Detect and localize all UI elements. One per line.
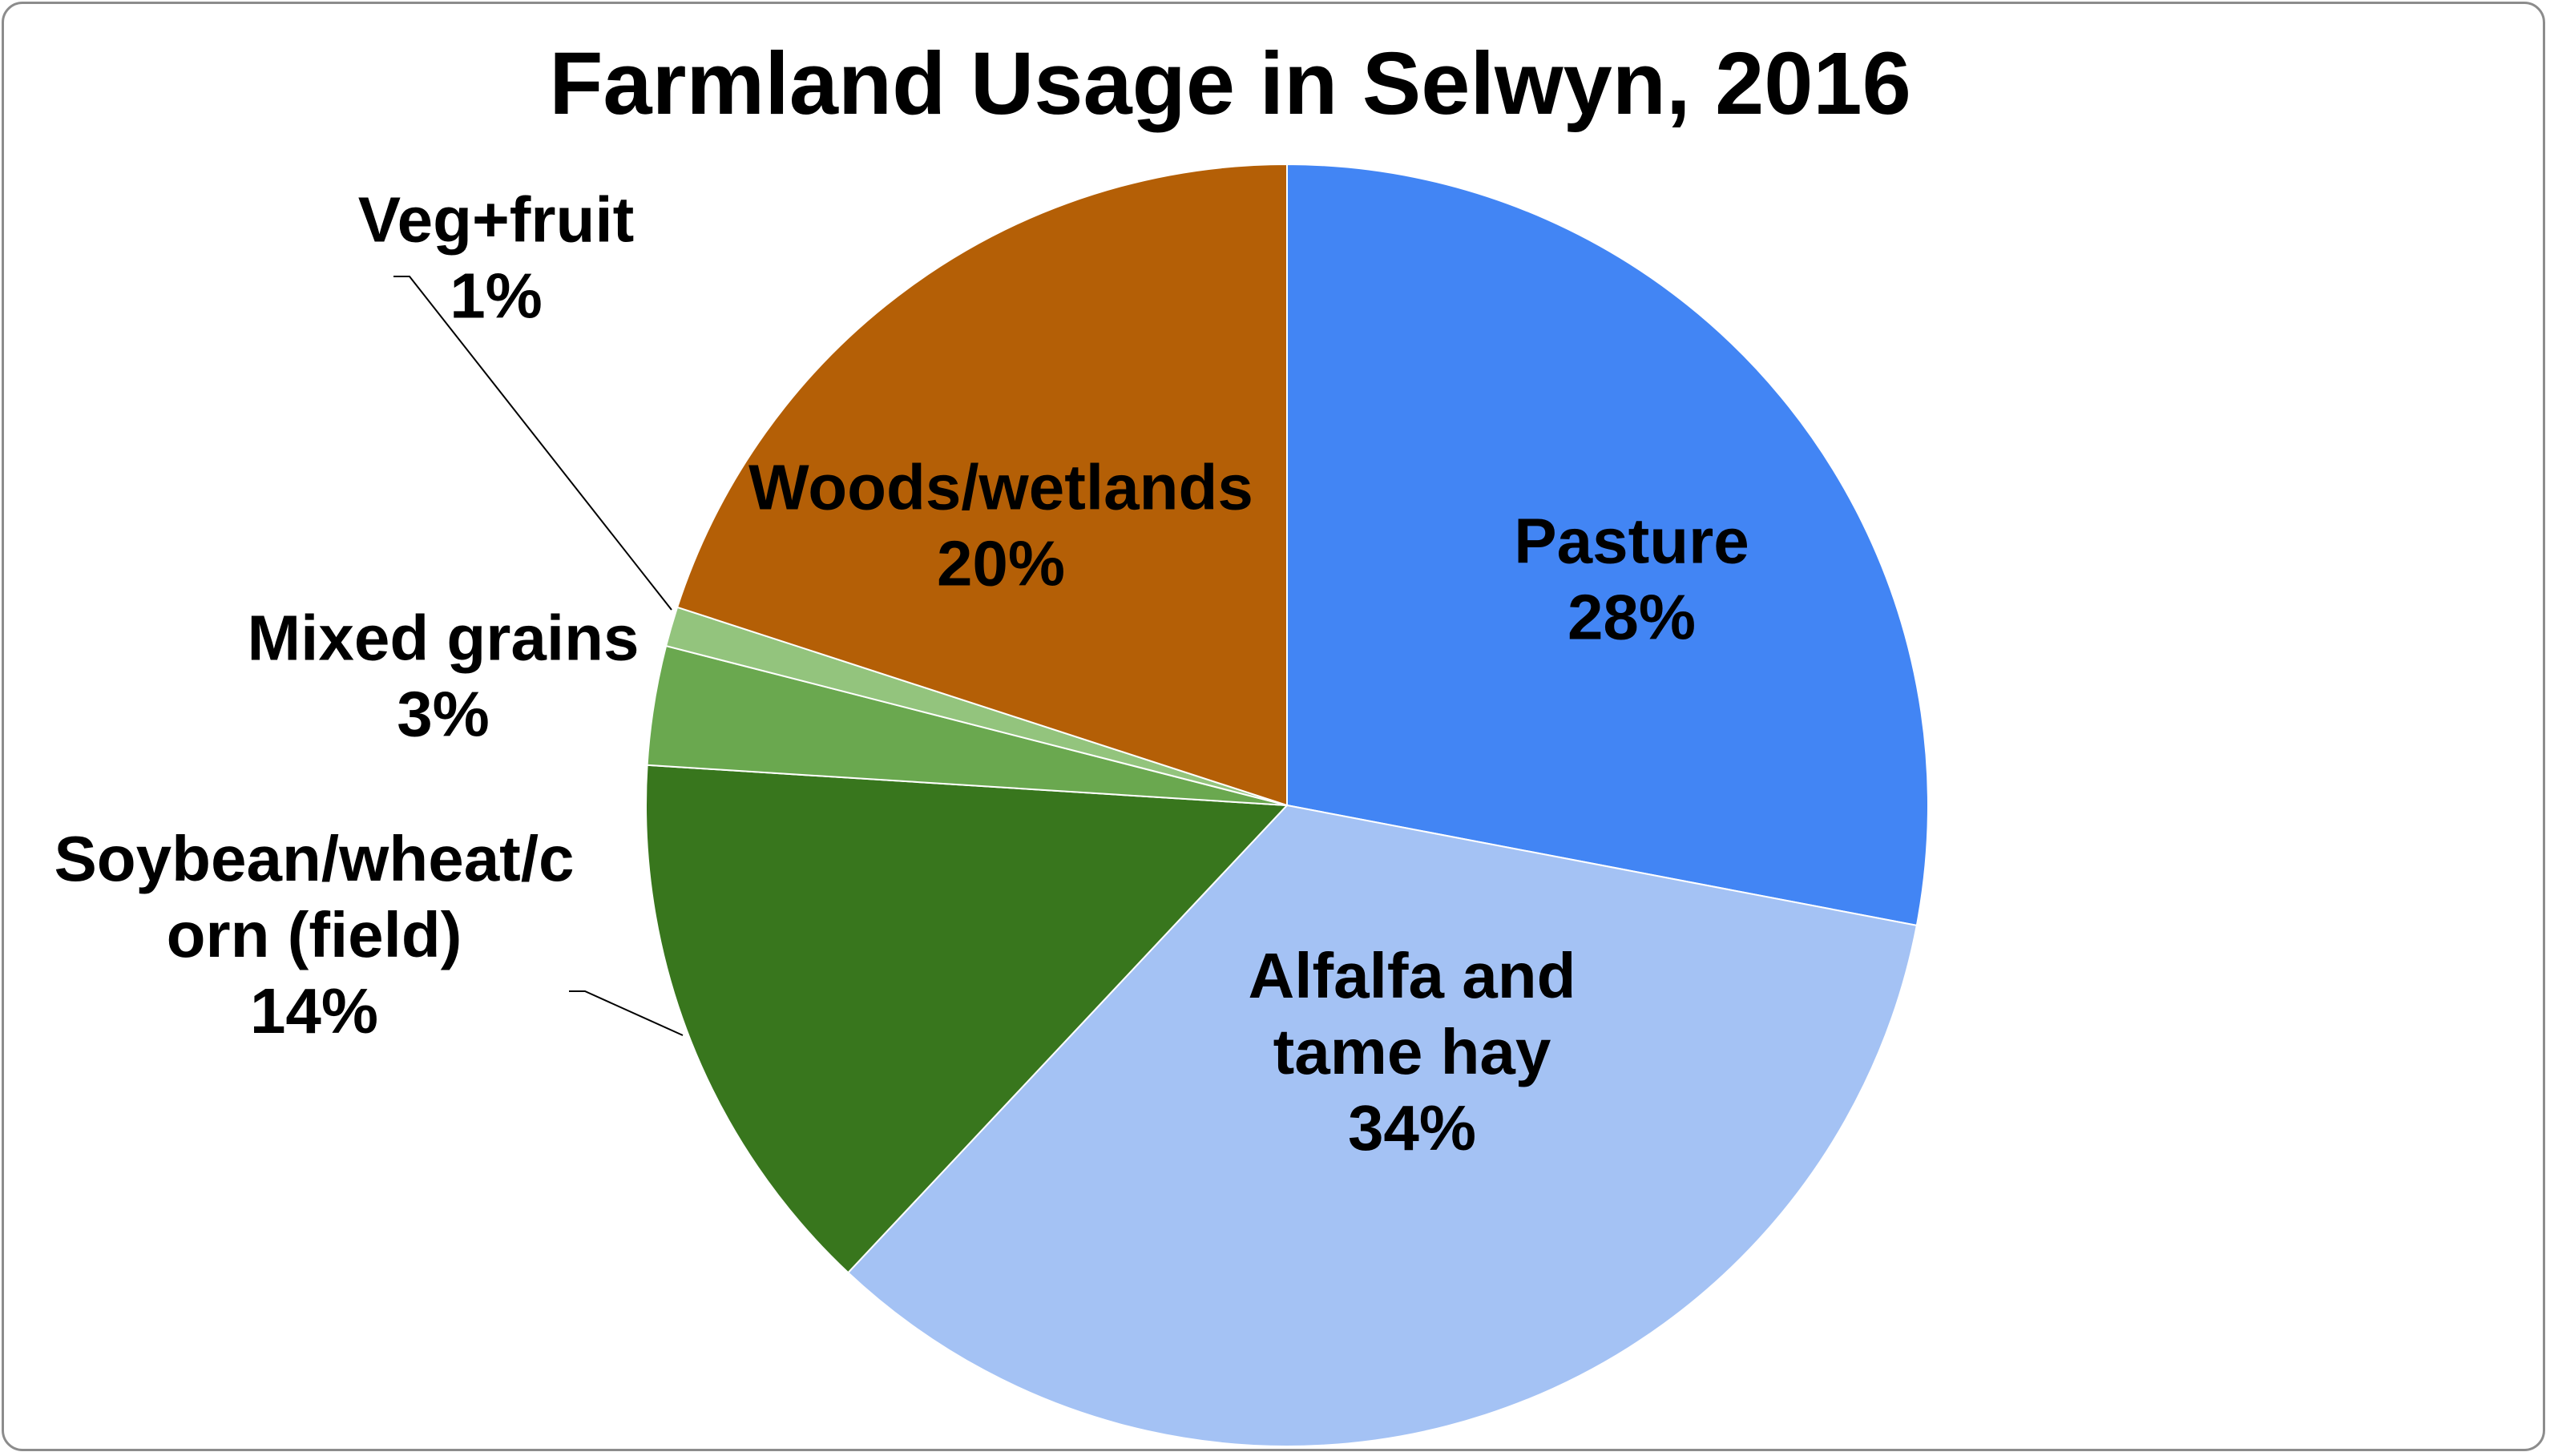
pie-slice-alfalfa-and-tame-hay [846, 804, 1919, 1447]
chart-title: Farmland Usage in Selwyn, 2016 [549, 34, 1911, 133]
data-label-mixed-grains: Mixed grains 3% [247, 603, 639, 750]
pie-slice-pasture [1286, 163, 1929, 927]
leader-line-veg-fruit [393, 276, 672, 611]
data-label-alfalfa-and-tame-hay: Alfalfa and tame hay 34% [1249, 940, 1576, 1164]
data-label-veg-fruit: Veg+fruit 1% [358, 184, 635, 332]
pie-slice-woods-wetlands [676, 163, 1288, 807]
leader-line-soybean-wheat-corn-field [569, 990, 684, 1036]
data-label-soybean-wheat-corn-field: Soybean/wheat/c orn (field) 14% [54, 823, 574, 1047]
data-label-woods-wetlands: Woods/wetlands 20% [748, 452, 1253, 599]
data-label-pasture: Pasture 28% [1514, 506, 1749, 653]
pie-slice-soybean-wheat-corn-field [645, 764, 1289, 1274]
